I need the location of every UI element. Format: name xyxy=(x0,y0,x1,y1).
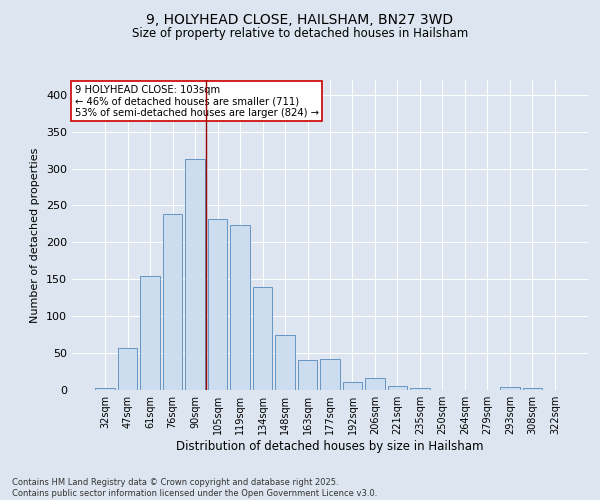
Bar xyxy=(208,219,227,390)
Bar xyxy=(230,224,250,390)
Y-axis label: Number of detached properties: Number of detached properties xyxy=(31,148,40,322)
Bar xyxy=(185,159,205,390)
Bar xyxy=(523,388,542,390)
Text: 9, HOLYHEAD CLOSE, HAILSHAM, BN27 3WD: 9, HOLYHEAD CLOSE, HAILSHAM, BN27 3WD xyxy=(146,12,454,26)
Bar xyxy=(388,386,407,390)
Bar xyxy=(343,382,362,390)
Bar xyxy=(163,214,182,390)
Bar xyxy=(365,378,385,390)
Bar xyxy=(298,360,317,390)
Text: 9 HOLYHEAD CLOSE: 103sqm
← 46% of detached houses are smaller (711)
53% of semi-: 9 HOLYHEAD CLOSE: 103sqm ← 46% of detach… xyxy=(74,84,319,118)
Text: Size of property relative to detached houses in Hailsham: Size of property relative to detached ho… xyxy=(132,28,468,40)
Bar xyxy=(95,388,115,390)
Bar xyxy=(253,286,272,390)
Bar xyxy=(140,276,160,390)
Bar xyxy=(320,359,340,390)
X-axis label: Distribution of detached houses by size in Hailsham: Distribution of detached houses by size … xyxy=(176,440,484,453)
Bar xyxy=(410,388,430,390)
Bar xyxy=(275,334,295,390)
Bar xyxy=(500,387,520,390)
Text: Contains HM Land Registry data © Crown copyright and database right 2025.
Contai: Contains HM Land Registry data © Crown c… xyxy=(12,478,377,498)
Bar xyxy=(118,348,137,390)
